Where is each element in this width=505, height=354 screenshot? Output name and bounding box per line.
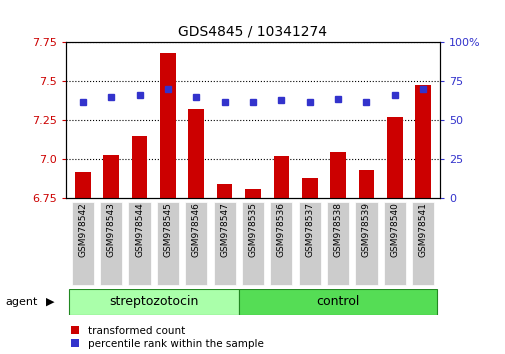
Bar	[386, 117, 402, 198]
Bar	[358, 170, 374, 198]
Text: GSM978535: GSM978535	[248, 202, 257, 257]
Bar	[330, 152, 345, 198]
Bar	[273, 156, 288, 198]
Bar	[75, 172, 90, 198]
Bar	[245, 189, 260, 198]
Bar	[100, 202, 122, 285]
Bar	[131, 136, 147, 198]
Text: control: control	[316, 295, 359, 308]
Bar	[69, 289, 238, 315]
Text: GSM978536: GSM978536	[276, 202, 285, 257]
Bar	[72, 202, 94, 285]
Bar	[301, 178, 317, 198]
Bar	[238, 289, 436, 315]
Bar	[160, 53, 175, 198]
Text: GSM978541: GSM978541	[418, 202, 427, 257]
Text: GSM978538: GSM978538	[333, 202, 342, 257]
Text: agent: agent	[5, 297, 37, 307]
Bar	[103, 155, 119, 198]
Bar	[241, 202, 264, 285]
Text: GSM978537: GSM978537	[305, 202, 314, 257]
Bar	[383, 202, 405, 285]
Bar	[185, 202, 207, 285]
Text: GSM978547: GSM978547	[220, 202, 229, 257]
Bar	[355, 202, 377, 285]
Bar	[326, 202, 348, 285]
Bar	[188, 109, 204, 198]
Legend: transformed count, percentile rank within the sample: transformed count, percentile rank withi…	[71, 326, 263, 349]
Text: GSM978539: GSM978539	[361, 202, 370, 257]
Text: GSM978543: GSM978543	[107, 202, 116, 257]
Bar	[213, 202, 235, 285]
Text: GSM978542: GSM978542	[78, 202, 87, 257]
Text: streptozotocin: streptozotocin	[109, 295, 198, 308]
Bar	[415, 85, 430, 198]
Bar	[157, 202, 179, 285]
Bar	[128, 202, 150, 285]
Bar	[270, 202, 292, 285]
Text: GSM978545: GSM978545	[163, 202, 172, 257]
Bar	[298, 202, 320, 285]
Text: ▶: ▶	[45, 297, 54, 307]
Bar	[411, 202, 433, 285]
Text: GSM978540: GSM978540	[389, 202, 398, 257]
Text: GSM978546: GSM978546	[191, 202, 200, 257]
Text: GSM978544: GSM978544	[135, 202, 144, 257]
Text: GDS4845 / 10341274: GDS4845 / 10341274	[178, 25, 327, 39]
Bar	[217, 184, 232, 198]
